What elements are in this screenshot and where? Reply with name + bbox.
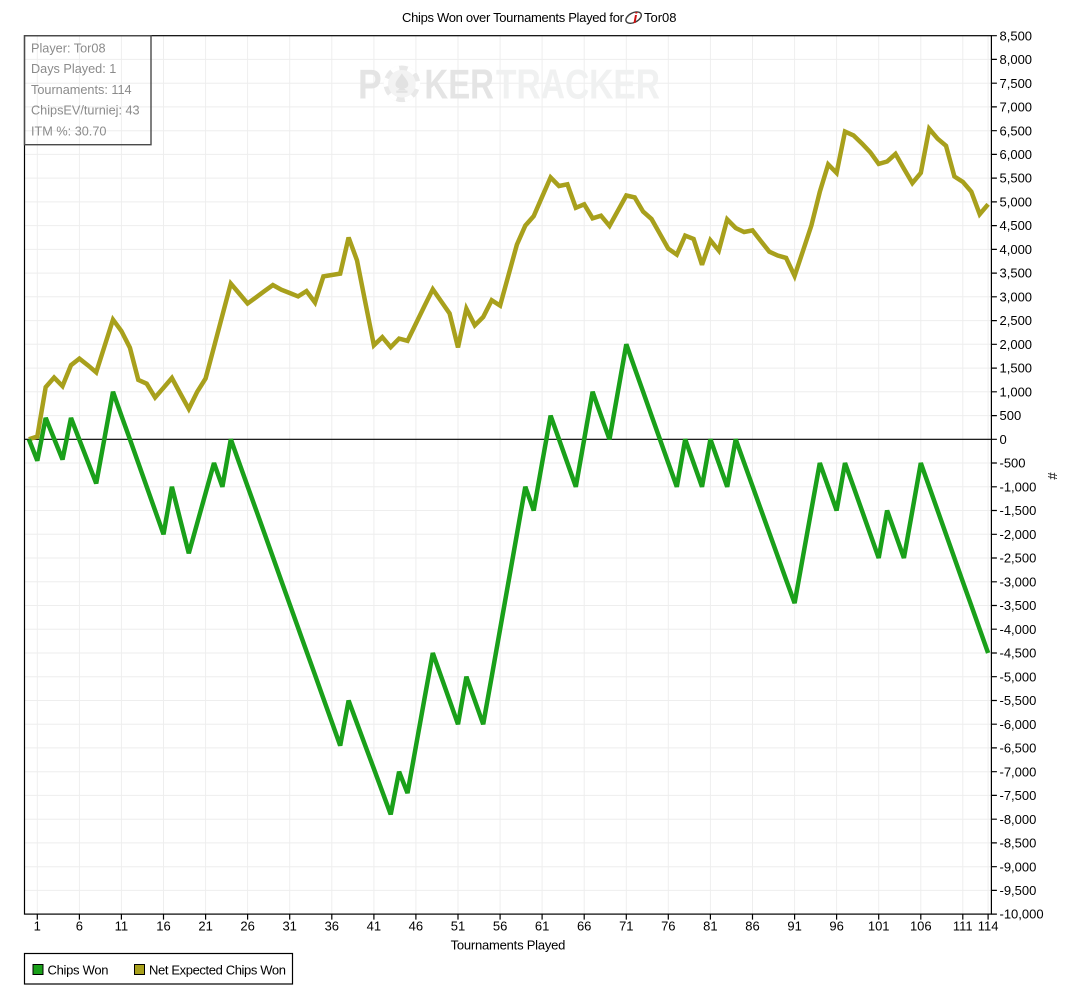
svg-text:-8,000: -8,000 bbox=[1000, 812, 1037, 827]
svg-text:-4,500: -4,500 bbox=[1000, 646, 1037, 661]
svg-text:7,000: 7,000 bbox=[1000, 100, 1033, 115]
svg-text:-6,500: -6,500 bbox=[1000, 741, 1037, 756]
svg-text:-1,500: -1,500 bbox=[1000, 503, 1037, 518]
svg-text:i: i bbox=[633, 11, 638, 27]
svg-text:36: 36 bbox=[325, 919, 339, 934]
svg-text:-2,500: -2,500 bbox=[1000, 551, 1037, 566]
svg-text:-10,000: -10,000 bbox=[1000, 907, 1044, 922]
svg-text:Player: Tor08: Player: Tor08 bbox=[31, 42, 106, 56]
svg-text:500: 500 bbox=[1000, 408, 1022, 423]
svg-text:106: 106 bbox=[910, 919, 932, 934]
svg-text:-4,000: -4,000 bbox=[1000, 622, 1037, 637]
svg-text:-1,000: -1,000 bbox=[1000, 479, 1037, 494]
svg-text:26: 26 bbox=[240, 919, 254, 934]
svg-text:-3,500: -3,500 bbox=[1000, 598, 1037, 613]
svg-text:-8,500: -8,500 bbox=[1000, 836, 1037, 851]
svg-text:5,500: 5,500 bbox=[1000, 171, 1033, 186]
svg-text:56: 56 bbox=[493, 919, 507, 934]
svg-text:81: 81 bbox=[703, 919, 717, 934]
svg-text:4,000: 4,000 bbox=[1000, 242, 1033, 257]
svg-text:-9,500: -9,500 bbox=[1000, 883, 1037, 898]
svg-text:Net Expected Chips Won: Net Expected Chips Won bbox=[149, 963, 286, 978]
svg-text:ITM %: 30.70: ITM %: 30.70 bbox=[31, 124, 106, 138]
svg-text:Days Played: 1: Days Played: 1 bbox=[31, 62, 116, 76]
svg-text:P: P bbox=[358, 61, 382, 108]
svg-text:1,000: 1,000 bbox=[1000, 384, 1033, 399]
svg-text:ChipsEV/turniej: 43: ChipsEV/turniej: 43 bbox=[31, 104, 140, 118]
svg-text:2,000: 2,000 bbox=[1000, 337, 1033, 352]
svg-text:Chips Won: Chips Won bbox=[48, 963, 109, 978]
svg-text:-6,000: -6,000 bbox=[1000, 717, 1037, 732]
svg-text:-5,500: -5,500 bbox=[1000, 693, 1037, 708]
svg-text:91: 91 bbox=[787, 919, 801, 934]
svg-text:16: 16 bbox=[156, 919, 170, 934]
svg-text:8,500: 8,500 bbox=[1000, 28, 1033, 43]
svg-text:Tor08: Tor08 bbox=[644, 10, 677, 25]
svg-text:66: 66 bbox=[577, 919, 591, 934]
svg-text:11: 11 bbox=[115, 919, 129, 934]
svg-text:8,000: 8,000 bbox=[1000, 52, 1033, 67]
svg-text:Tournaments: 114: Tournaments: 114 bbox=[31, 83, 132, 97]
svg-text:31: 31 bbox=[282, 919, 296, 934]
svg-text:114: 114 bbox=[978, 919, 999, 934]
svg-text:101: 101 bbox=[868, 919, 890, 934]
svg-text:KER: KER bbox=[424, 61, 494, 108]
svg-text:21: 21 bbox=[198, 919, 212, 934]
svg-text:86: 86 bbox=[745, 919, 759, 934]
svg-text:5,000: 5,000 bbox=[1000, 195, 1033, 210]
svg-text:71: 71 bbox=[619, 919, 633, 934]
svg-text:-2,000: -2,000 bbox=[1000, 527, 1037, 542]
svg-text:1,500: 1,500 bbox=[1000, 361, 1033, 376]
svg-text:0: 0 bbox=[1000, 432, 1007, 447]
svg-text:-3,000: -3,000 bbox=[1000, 574, 1037, 589]
svg-text:4,500: 4,500 bbox=[1000, 218, 1033, 233]
svg-text:-5,000: -5,000 bbox=[1000, 669, 1037, 684]
svg-text:2,500: 2,500 bbox=[1000, 313, 1033, 328]
svg-text:#: # bbox=[1045, 472, 1060, 480]
svg-text:51: 51 bbox=[451, 919, 465, 934]
svg-text:-500: -500 bbox=[1000, 456, 1026, 471]
svg-text:-9,000: -9,000 bbox=[1000, 859, 1037, 874]
svg-text:6,000: 6,000 bbox=[1000, 147, 1033, 162]
svg-text:6,500: 6,500 bbox=[1000, 123, 1033, 138]
svg-text:7,500: 7,500 bbox=[1000, 76, 1033, 91]
svg-text:-7,500: -7,500 bbox=[1000, 788, 1037, 803]
svg-text:61: 61 bbox=[535, 919, 549, 934]
svg-text:3,500: 3,500 bbox=[1000, 266, 1033, 281]
svg-text:3,000: 3,000 bbox=[1000, 289, 1033, 304]
svg-text:46: 46 bbox=[409, 919, 423, 934]
svg-text:TRACKER: TRACKER bbox=[496, 61, 660, 108]
svg-text:Tournaments Played: Tournaments Played bbox=[451, 938, 566, 953]
svg-text:76: 76 bbox=[661, 919, 675, 934]
svg-text:96: 96 bbox=[829, 919, 843, 934]
svg-text:1: 1 bbox=[34, 919, 41, 934]
svg-text:Chips Won over Tournaments Pla: Chips Won over Tournaments Played for bbox=[402, 10, 625, 25]
svg-text:41: 41 bbox=[367, 919, 381, 934]
svg-text:-7,000: -7,000 bbox=[1000, 764, 1037, 779]
svg-text:6: 6 bbox=[76, 919, 83, 934]
svg-text:111: 111 bbox=[953, 919, 973, 934]
